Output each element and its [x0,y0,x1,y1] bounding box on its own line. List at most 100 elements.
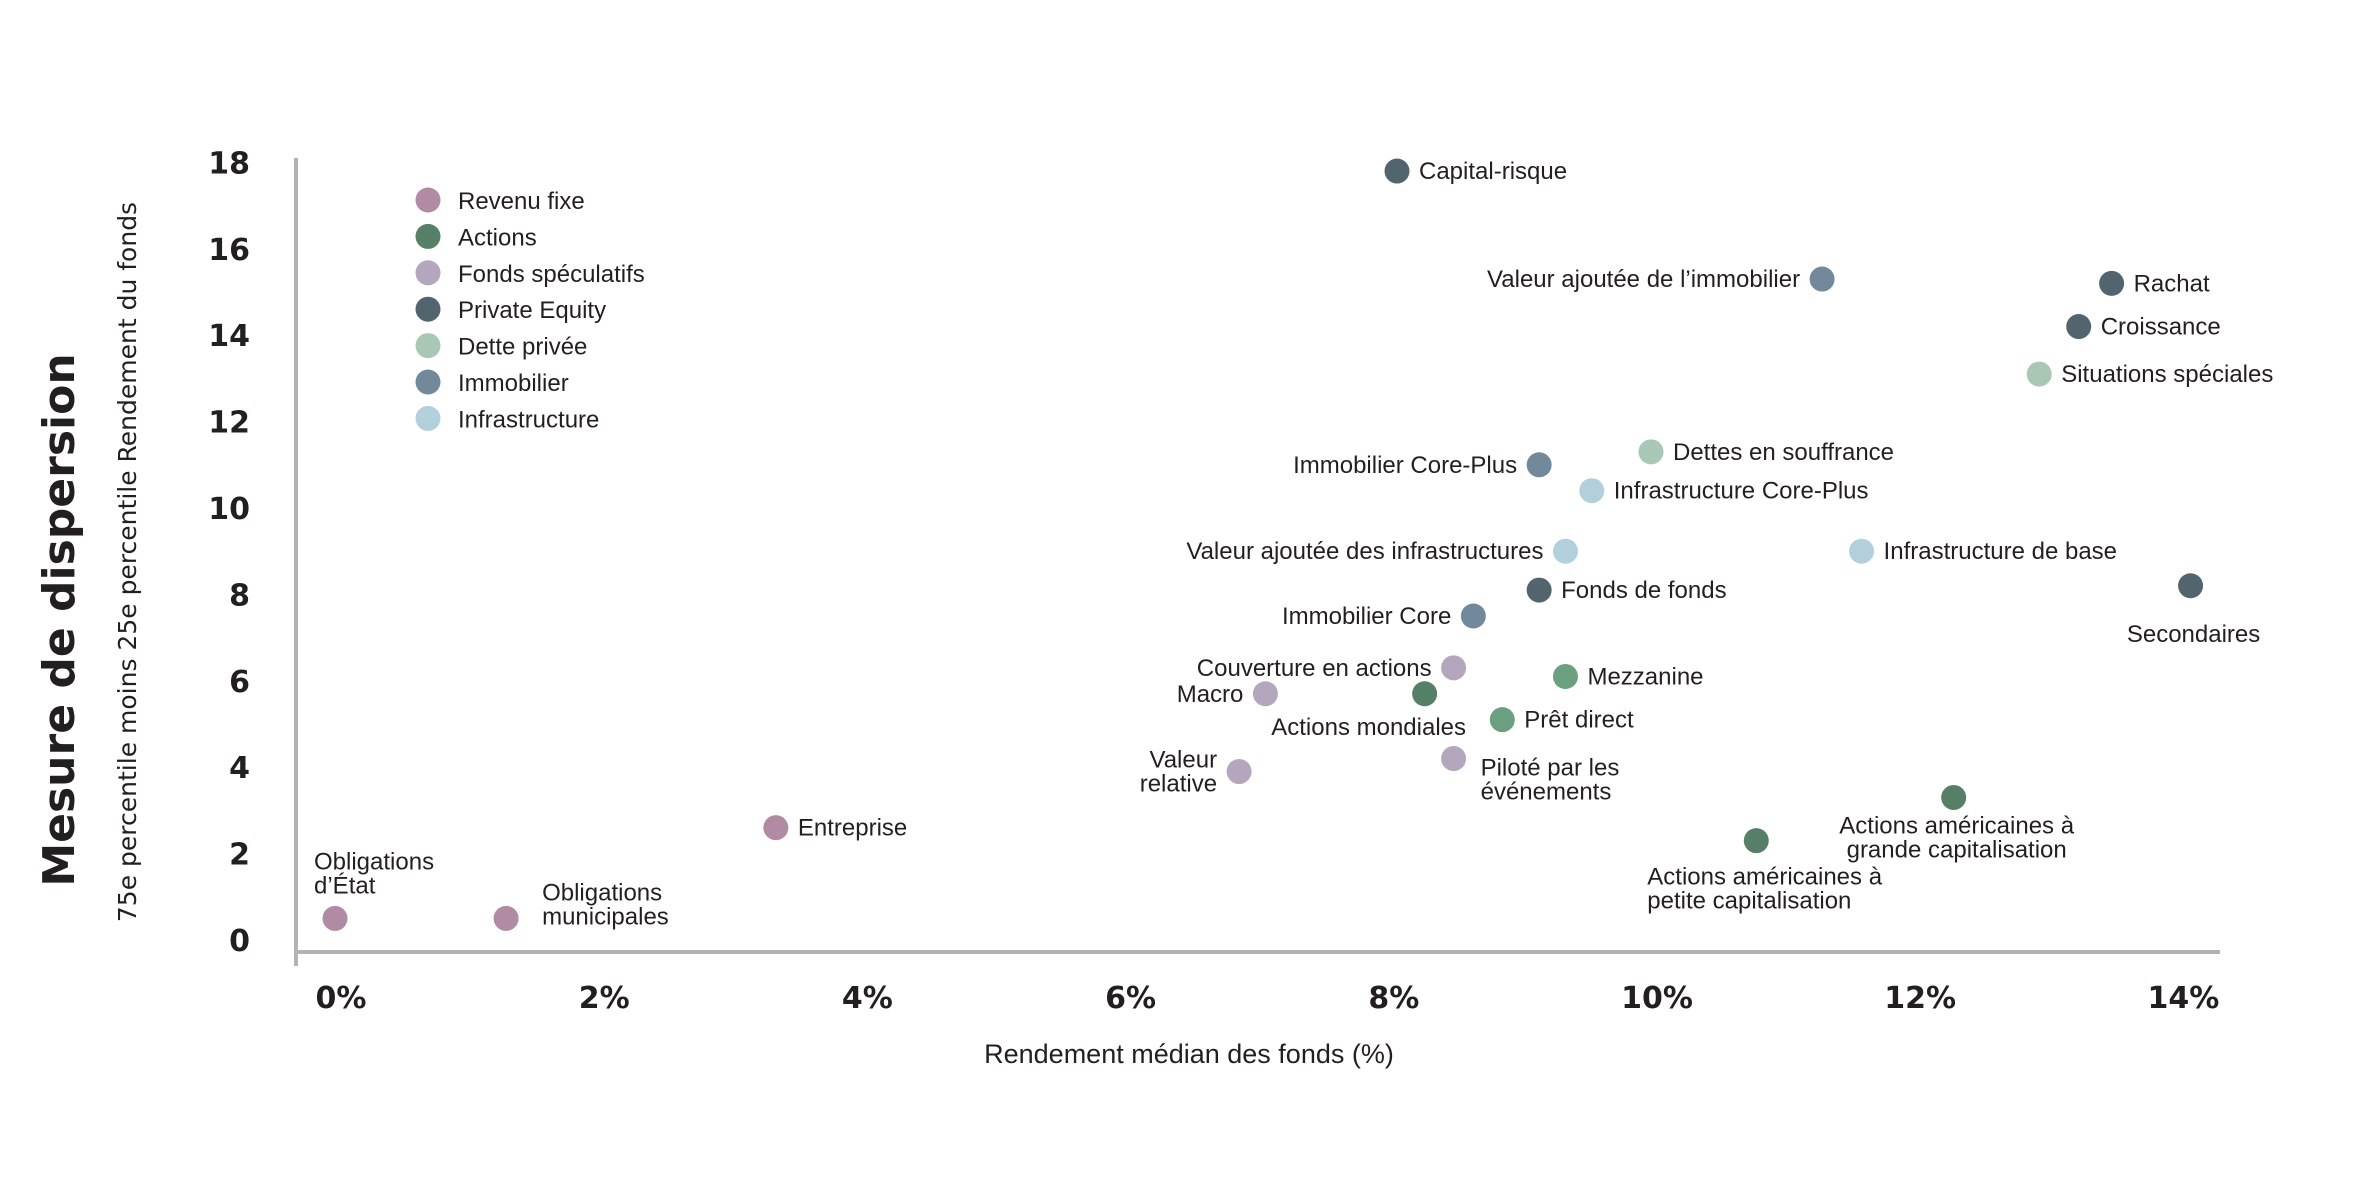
point-label: Infrastructure Core-Plus [1614,478,1869,505]
point-marker [1226,759,1252,785]
point-marker [1526,577,1552,603]
point-label: Obligations [314,848,434,875]
point-marker [1412,681,1438,707]
y-tick-label: 8 [229,578,250,613]
x-tick-label: 4% [842,981,893,1016]
data-point: Secondaires [2127,573,2260,648]
legend: Revenu fixe Actions Fonds spéculatifs Priva… [415,187,645,433]
data-point: Macro [1177,681,1278,708]
point-marker [1489,707,1515,733]
legend-item: Immobilier [458,370,569,397]
x-tick-label: 12% [1884,981,1956,1016]
y-tick-label: 12 [208,406,250,441]
point-label: Mezzanine [1587,663,1703,690]
point-label: relative [1140,771,1217,798]
data-point: Croissance [2066,314,2221,341]
point-label: d’État [314,872,376,899]
point-label: Valeur [1149,747,1217,774]
data-point: Actions mondiales [1271,681,1466,741]
x-axis-title: Rendement médian des fonds (%) [984,1039,1394,1069]
point-label: Actions américaines à [1839,812,2074,839]
y-tick-label: 6 [229,665,250,700]
y-tick-label: 16 [208,233,250,268]
point-label: Valeur ajoutée des infrastructures [1186,538,1543,565]
point-label: Infrastructure de base [1884,538,2117,565]
point-marker [493,905,519,931]
data-point: Valeur ajoutée des infrastructures [1186,538,1578,565]
point-marker [1743,828,1769,854]
legend-item: Fonds spéculatifs [458,261,645,288]
legend-marker [415,260,441,286]
point-label: Actions mondiales [1271,714,1466,741]
point-marker [1552,538,1578,564]
legend-item: Actions [458,224,537,251]
data-point: Entreprise [763,815,907,842]
point-label: Dettes en souffrance [1673,439,1894,466]
point-label: municipales [542,903,669,930]
x-tick-label: 6% [1105,981,1156,1016]
point-label: Secondaires [2127,621,2260,648]
point-label: Macro [1177,681,1244,708]
legend-marker [415,405,441,431]
point-marker [1579,478,1605,504]
legend-marker [415,296,441,322]
point-marker [1941,784,1967,810]
y-tick-label: 14 [208,319,250,354]
point-marker [2026,361,2052,387]
data-point: Dettes en souffrance [1638,439,1894,466]
point-label: Rachat [2134,270,2210,297]
y-tick-label: 18 [208,146,250,181]
data-point: Fonds de fonds [1526,577,1727,604]
legend-marker [415,333,441,359]
data-point: Immobilier Core-Plus [1293,452,1552,479]
legend-item: Revenu fixe [458,188,585,215]
point-label: Valeur ajoutée de l’immobilier [1487,266,1800,293]
x-tick-label: 8% [1368,981,1419,1016]
data-point: Prêt direct [1489,707,1634,734]
point-label: Prêt direct [1524,707,1634,734]
x-tick-label: 14% [2147,981,2219,1016]
point-marker [1638,439,1664,465]
point-label: Entreprise [798,815,907,842]
legend-marker [415,187,441,213]
data-point: Mezzanine [1552,663,1704,690]
data-point: Valeur ajoutée de l’immobilier [1487,266,1835,293]
point-marker [763,815,789,841]
point-label: Fonds de fonds [1561,577,1726,604]
point-label: Actions américaines à [1647,864,1882,891]
legend-marker [415,223,441,249]
point-marker [1526,452,1552,478]
point-label: Immobilier Core [1282,603,1451,630]
legend-item: Dette privée [458,334,587,361]
y-axis-title: Mesure de dispersion [34,353,85,886]
data-point: Situations spéciales [2026,361,2273,388]
data-point: Infrastructure de base [1849,538,2117,565]
point-label: Piloté par les [1481,755,1620,782]
point-label: Capital-risque [1419,158,1567,185]
y-tick-label: 2 [229,838,250,873]
legend-item: Private Equity [458,297,606,324]
data-point: Infrastructure Core-Plus [1579,478,1869,505]
y-axis-subtitle: 75e percentile moins 25e percentile Rend… [113,202,142,922]
point-marker [1252,681,1278,707]
data-point: Capital-risque [1384,158,1567,185]
data-point: Couverture en actions [1197,655,1467,682]
y-tick-label: 4 [229,751,250,786]
point-marker [2066,314,2092,340]
y-tick-label: 10 [208,492,250,527]
point-label: Immobilier Core-Plus [1293,452,1517,479]
point-marker [1441,746,1467,772]
legend-item: Infrastructure [458,406,599,433]
x-tick-label: 0% [316,981,367,1016]
point-label: Couverture en actions [1197,655,1432,682]
point-marker [1460,603,1486,629]
data-point: Immobilier Core [1282,603,1486,630]
x-tick-label: 2% [579,981,630,1016]
point-marker [2099,270,2125,296]
point-marker [1849,538,1875,564]
point-marker [1441,655,1467,681]
